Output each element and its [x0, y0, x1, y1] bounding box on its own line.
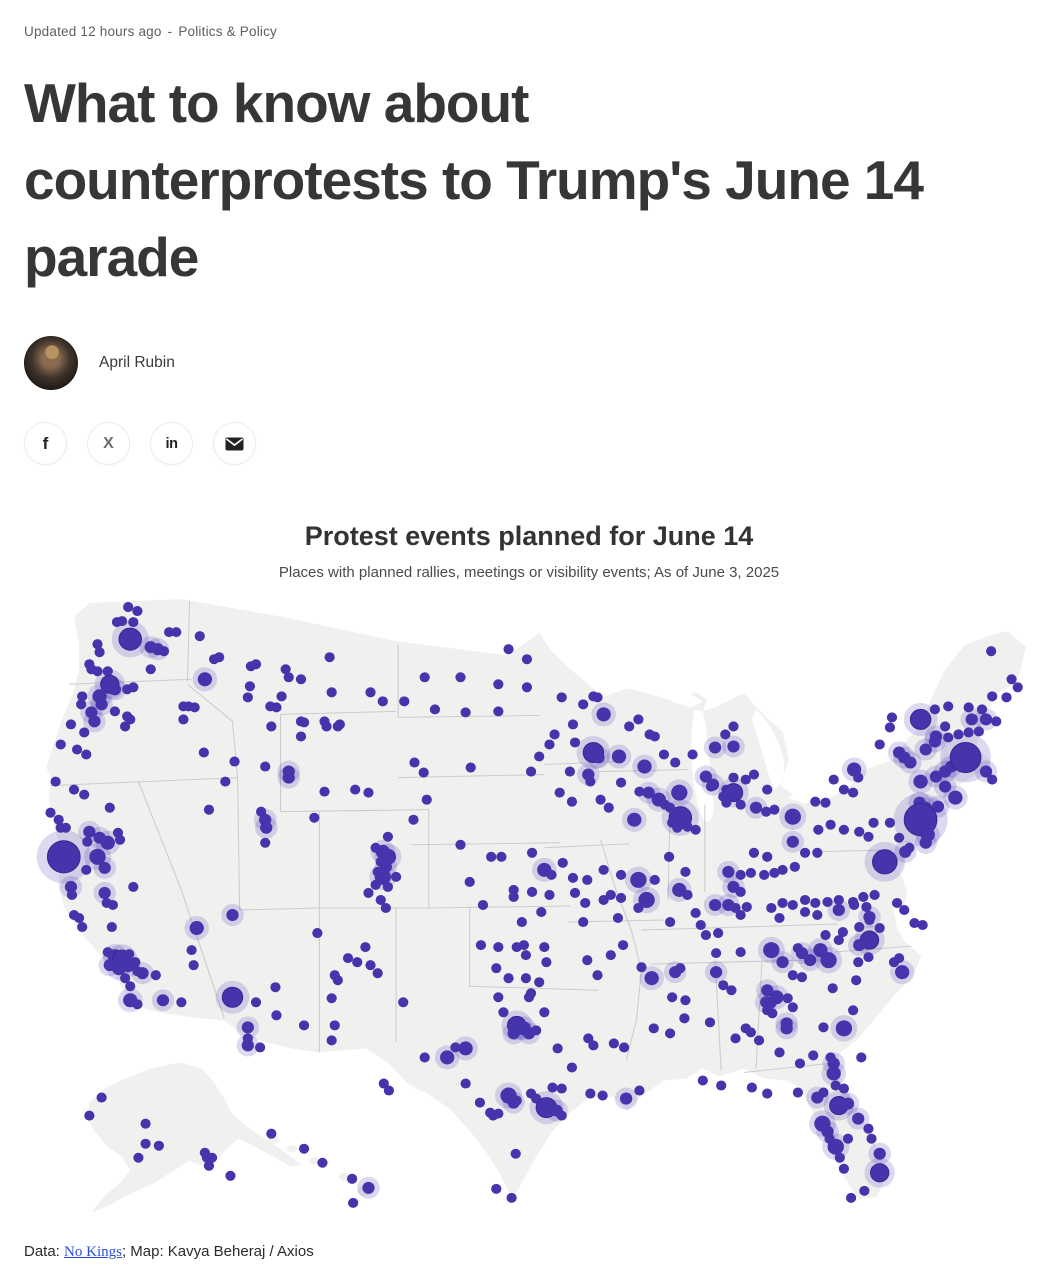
kicker: Updated 12 hours ago - Politics & Policy	[24, 0, 1034, 39]
section-link[interactable]: Politics & Policy	[178, 24, 277, 39]
source-link[interactable]: No Kings	[64, 1244, 122, 1260]
source-prefix: Data:	[24, 1243, 65, 1260]
updated-timestamp: Updated 12 hours ago	[24, 24, 162, 39]
headline-line-1: What to know about	[24, 72, 529, 134]
article-headline: What to know about counterprotests to Tr…	[24, 65, 1034, 296]
share-facebook-button[interactable]: f	[24, 422, 67, 465]
article-page: Updated 12 hours ago - Politics & Policy W…	[24, 0, 1034, 1260]
author-name[interactable]: April Rubin	[99, 354, 175, 371]
chart-subtitle: Places with planned rallies, meetings or…	[278, 564, 780, 581]
share-linkedin-button[interactable]: in	[150, 422, 193, 465]
email-icon	[225, 437, 244, 450]
source-line: Data: No Kings; Map: Kavya Beheraj / Axi…	[24, 1243, 314, 1261]
source-suffix: ; Map: Kavya Beheraj / Axios	[121, 1243, 314, 1260]
kicker-separator: -	[167, 24, 173, 39]
share-x-button[interactable]: X	[87, 422, 130, 465]
byline: April Rubin	[24, 336, 1034, 390]
map-container	[24, 589, 1034, 1244]
x-icon: X	[103, 434, 114, 452]
linkedin-icon: in	[165, 435, 178, 452]
headline-line-3: parade	[24, 226, 199, 288]
chart-header: Protest events planned for June 14 Place…	[24, 521, 1034, 581]
share-email-button[interactable]	[213, 422, 256, 465]
headline-line-2: counterprotests to Trump's June 14	[24, 149, 924, 211]
share-row: f X in	[24, 422, 1034, 465]
author-avatar[interactable]	[24, 336, 78, 390]
facebook-icon: f	[42, 433, 49, 453]
chart-title: Protest events planned for June 14	[304, 521, 754, 551]
us-dot-map	[36, 599, 1026, 1213]
